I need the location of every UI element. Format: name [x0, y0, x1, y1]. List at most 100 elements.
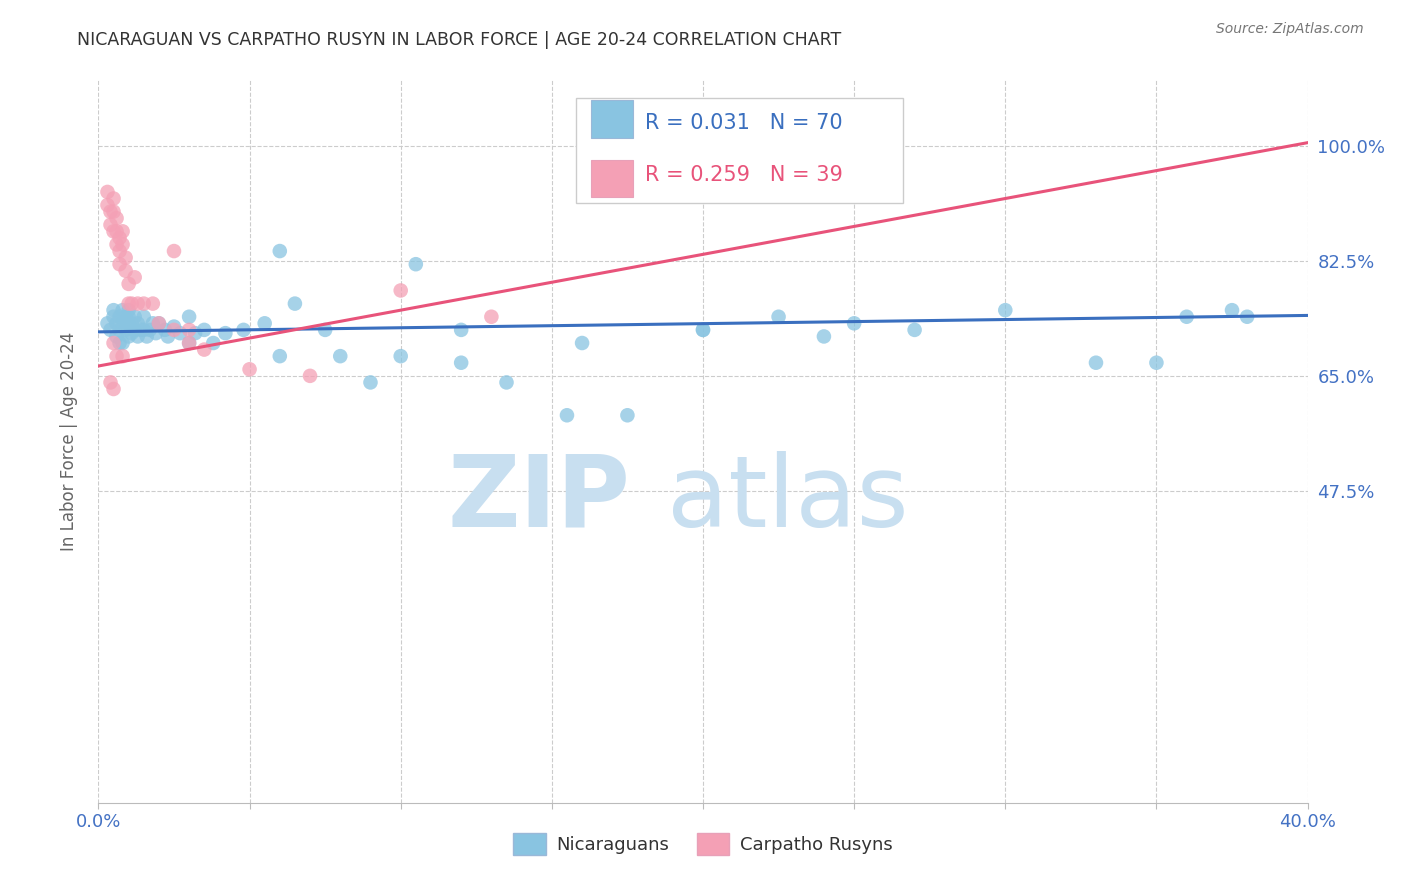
Point	[118, 310, 141, 324]
Point	[111, 237, 134, 252]
Point	[103, 303, 125, 318]
Point	[124, 270, 146, 285]
Point	[1220, 303, 1243, 318]
Point	[100, 204, 122, 219]
Point	[108, 257, 131, 271]
Point	[360, 376, 382, 390]
Point	[1085, 356, 1108, 370]
Point	[114, 264, 136, 278]
Point	[114, 323, 136, 337]
Point	[148, 316, 170, 330]
Text: R = 0.259   N = 39: R = 0.259 N = 39	[645, 165, 842, 185]
Point	[232, 323, 254, 337]
Point	[96, 185, 118, 199]
Point	[142, 296, 165, 310]
FancyBboxPatch shape	[591, 100, 633, 137]
Text: Source: ZipAtlas.com: Source: ZipAtlas.com	[1216, 22, 1364, 37]
Point	[405, 257, 427, 271]
Point	[239, 362, 262, 376]
Point	[103, 192, 125, 206]
Point	[163, 244, 186, 258]
Point	[118, 316, 141, 330]
Point	[179, 336, 201, 351]
Point	[100, 323, 122, 337]
Point	[118, 277, 141, 291]
Point	[135, 329, 157, 343]
Point	[253, 316, 276, 330]
Point	[389, 284, 412, 298]
Text: atlas: atlas	[666, 450, 908, 548]
FancyBboxPatch shape	[591, 160, 633, 197]
Point	[105, 224, 128, 238]
Point	[904, 323, 927, 337]
Point	[555, 409, 578, 423]
Point	[111, 316, 134, 330]
Point	[105, 316, 128, 330]
Point	[179, 336, 201, 351]
Legend: Nicaraguans, Carpatho Rusyns: Nicaraguans, Carpatho Rusyns	[506, 826, 900, 863]
Point	[193, 343, 215, 357]
Point	[129, 323, 152, 337]
Point	[105, 211, 128, 226]
Point	[124, 310, 146, 324]
Point	[100, 376, 122, 390]
Point	[111, 336, 134, 351]
Point	[132, 310, 155, 324]
Point	[450, 356, 472, 370]
Point	[108, 310, 131, 324]
Point	[156, 329, 179, 343]
Point	[616, 409, 638, 423]
Point	[121, 316, 143, 330]
Point	[153, 323, 176, 337]
Point	[127, 316, 149, 330]
Point	[111, 349, 134, 363]
Point	[1144, 356, 1167, 370]
Point	[844, 316, 866, 330]
Point	[163, 319, 186, 334]
Point	[145, 326, 167, 341]
Text: ZIP: ZIP	[447, 450, 630, 548]
Point	[127, 296, 149, 310]
Point	[96, 316, 118, 330]
Point	[108, 244, 131, 258]
Point	[118, 303, 141, 318]
Text: NICARAGUAN VS CARPATHO RUSYN IN LABOR FORCE | AGE 20-24 CORRELATION CHART: NICARAGUAN VS CARPATHO RUSYN IN LABOR FO…	[77, 31, 842, 49]
Point	[202, 336, 225, 351]
Text: R = 0.031   N = 70: R = 0.031 N = 70	[645, 113, 842, 134]
Point	[100, 218, 122, 232]
Point	[450, 323, 472, 337]
Point	[132, 323, 155, 337]
Point	[127, 329, 149, 343]
Point	[124, 323, 146, 337]
Point	[105, 329, 128, 343]
Point	[495, 376, 517, 390]
Point	[481, 310, 503, 324]
Point	[269, 349, 291, 363]
Point	[103, 382, 125, 396]
Point	[994, 303, 1017, 318]
Point	[284, 296, 307, 310]
Point	[121, 326, 143, 341]
Point	[132, 296, 155, 310]
Point	[193, 323, 215, 337]
Point	[329, 349, 352, 363]
Point	[114, 251, 136, 265]
Point	[139, 323, 162, 337]
Point	[179, 323, 201, 337]
Point	[269, 244, 291, 258]
Point	[108, 323, 131, 337]
Point	[111, 303, 134, 318]
Point	[389, 349, 412, 363]
Point	[111, 224, 134, 238]
Point	[184, 326, 207, 341]
Point	[571, 336, 593, 351]
Point	[692, 323, 714, 337]
Point	[692, 323, 714, 337]
Point	[118, 329, 141, 343]
Point	[105, 237, 128, 252]
Point	[148, 316, 170, 330]
Point	[314, 323, 336, 337]
Point	[118, 296, 141, 310]
Point	[103, 310, 125, 324]
Point	[813, 329, 835, 343]
